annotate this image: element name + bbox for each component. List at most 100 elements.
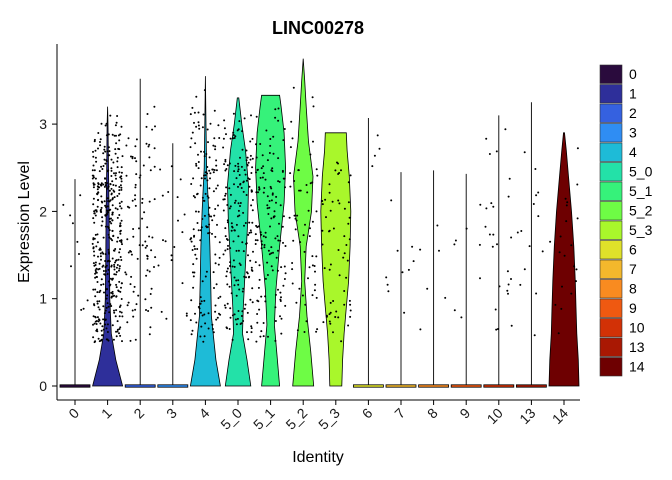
- point: [454, 239, 457, 242]
- point: [115, 286, 118, 289]
- legend: 0 1 2 3 4 5_0 5_1 5_2 5_3 6 7 8 9 10 13 14: [599, 64, 653, 377]
- point: [263, 187, 266, 189]
- point: [104, 270, 107, 272]
- point: [107, 154, 110, 157]
- point: [94, 156, 97, 159]
- point: [232, 137, 235, 140]
- point: [293, 180, 296, 182]
- point: [495, 328, 498, 331]
- point: [291, 282, 294, 285]
- point: [438, 249, 440, 252]
- point: [264, 300, 267, 303]
- point: [262, 191, 265, 194]
- point: [151, 128, 154, 131]
- point: [164, 240, 167, 243]
- point: [495, 150, 498, 153]
- point: [311, 220, 314, 223]
- x-tick-label-10: 10: [484, 405, 506, 427]
- point: [96, 316, 99, 319]
- point: [233, 284, 236, 287]
- point: [222, 137, 225, 140]
- point: [295, 219, 298, 222]
- point: [321, 243, 324, 246]
- point: [270, 199, 273, 202]
- point: [107, 251, 110, 254]
- point: [243, 307, 246, 310]
- point: [214, 145, 217, 148]
- point: [251, 157, 254, 160]
- point: [96, 276, 98, 278]
- point: [197, 229, 200, 232]
- point: [100, 206, 103, 209]
- point: [121, 243, 123, 246]
- point: [151, 236, 154, 239]
- point: [132, 235, 135, 238]
- point: [229, 316, 232, 319]
- point: [153, 105, 156, 108]
- point: [250, 331, 253, 334]
- point: [520, 230, 523, 232]
- point: [101, 216, 104, 219]
- point: [251, 301, 254, 304]
- point: [237, 170, 239, 173]
- point: [504, 128, 507, 131]
- point: [268, 206, 271, 209]
- point: [105, 264, 108, 267]
- point: [307, 277, 309, 280]
- point: [270, 265, 273, 268]
- point: [141, 244, 144, 247]
- point: [289, 146, 292, 149]
- point: [284, 186, 286, 189]
- legend-key-3: [599, 123, 623, 143]
- point: [216, 223, 218, 226]
- point: [107, 200, 110, 203]
- point: [201, 218, 204, 220]
- point: [223, 304, 226, 307]
- point: [212, 190, 215, 193]
- point: [267, 249, 270, 252]
- point: [558, 251, 561, 254]
- point: [204, 192, 207, 195]
- point: [575, 280, 577, 283]
- point: [233, 313, 236, 316]
- point: [205, 225, 208, 228]
- point: [104, 309, 107, 312]
- point: [255, 340, 258, 343]
- point: [212, 144, 215, 147]
- point: [533, 334, 536, 337]
- point: [100, 278, 103, 281]
- point: [212, 331, 215, 334]
- point: [70, 265, 72, 268]
- point: [115, 330, 117, 333]
- point: [86, 299, 89, 302]
- point: [196, 222, 199, 224]
- point: [197, 111, 200, 114]
- point: [224, 192, 227, 195]
- points-layer: [62, 86, 579, 344]
- point: [232, 131, 235, 134]
- point: [294, 217, 297, 220]
- point: [218, 137, 221, 139]
- point: [490, 202, 493, 205]
- legend-label-8: 8: [629, 281, 637, 297]
- point: [120, 171, 123, 174]
- point: [288, 216, 291, 219]
- point: [76, 240, 79, 243]
- point: [134, 308, 137, 311]
- point: [371, 165, 374, 168]
- point: [91, 242, 94, 245]
- point: [347, 222, 350, 225]
- point: [228, 187, 231, 190]
- point: [160, 310, 163, 313]
- point: [106, 182, 108, 185]
- point: [485, 137, 488, 140]
- point: [111, 180, 114, 183]
- point: [201, 196, 204, 199]
- point: [94, 149, 97, 152]
- point: [274, 108, 277, 111]
- point: [107, 259, 110, 262]
- point: [203, 174, 205, 177]
- point: [93, 250, 95, 253]
- point: [128, 206, 131, 209]
- point: [94, 340, 97, 343]
